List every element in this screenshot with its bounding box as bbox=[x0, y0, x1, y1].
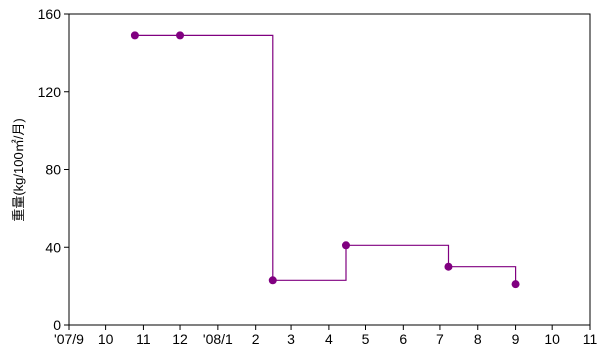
x-tick-label: 4 bbox=[325, 331, 333, 347]
x-tick-label: 2 bbox=[252, 331, 260, 347]
x-tick-label: '07/9 bbox=[54, 331, 84, 347]
data-point bbox=[511, 280, 520, 289]
x-tick-label: '08/1 bbox=[203, 331, 233, 347]
x-tick-label: 10 bbox=[544, 331, 560, 347]
x-tick-label: 9 bbox=[512, 331, 520, 347]
y-tick-label: 160 bbox=[38, 6, 62, 22]
x-tick-label: 7 bbox=[436, 331, 444, 347]
plot-area bbox=[68, 13, 591, 326]
x-tick-label: 12 bbox=[172, 331, 188, 347]
x-tick-label: 6 bbox=[399, 331, 407, 347]
x-tick-label: 8 bbox=[474, 331, 482, 347]
data-point bbox=[176, 31, 185, 40]
y-axis-title: 重量(kg/100㎡/月) bbox=[11, 118, 26, 221]
data-point bbox=[130, 31, 139, 40]
x-tick-label: 5 bbox=[362, 331, 370, 347]
x-tick-label: 11 bbox=[583, 331, 598, 347]
x-axis-ticks: '07/9 10 11 12 '08/1 2 3 4 5 6 7 8 9 10 11 bbox=[54, 325, 597, 347]
y-tick-label: 40 bbox=[45, 239, 61, 255]
data-point bbox=[341, 241, 350, 250]
series-group bbox=[130, 31, 520, 289]
y-tick-label: 0 bbox=[53, 317, 61, 333]
x-tick-label: 11 bbox=[136, 331, 151, 347]
y-tick-label: 120 bbox=[38, 84, 62, 100]
data-point bbox=[444, 262, 453, 271]
data-point bbox=[268, 276, 277, 285]
y-tick-label: 80 bbox=[45, 162, 61, 178]
x-tick-label: 10 bbox=[98, 331, 114, 347]
series-line bbox=[134, 34, 517, 285]
y-axis-ticks: 0 40 80 120 160 bbox=[38, 6, 69, 333]
x-tick-label: 3 bbox=[287, 331, 295, 347]
